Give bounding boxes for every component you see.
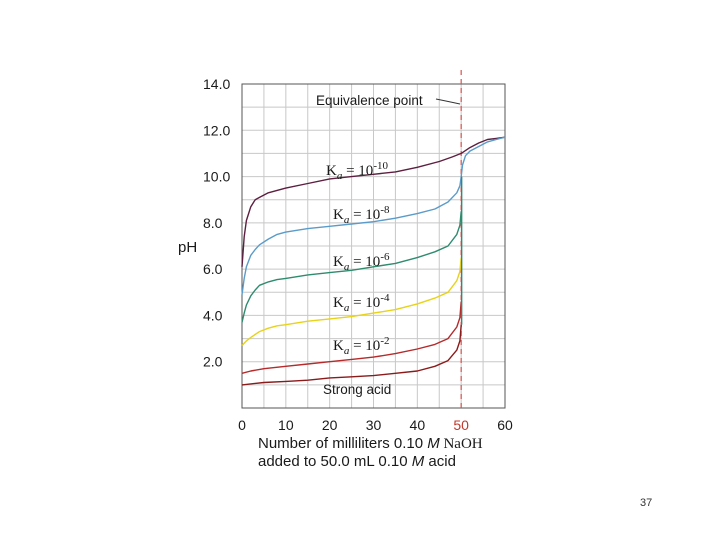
x-axis-label-line2: added to 50.0 mL 0.10 M acid bbox=[258, 453, 456, 470]
series-line-ka-10-8 bbox=[241, 136, 506, 295]
y-tick-label: 4.0 bbox=[203, 307, 223, 323]
x-axis-label-line1: Number of milliliters 0.10 M NaOH bbox=[258, 435, 483, 452]
series-line-ka-10-4 bbox=[241, 257, 462, 346]
series-lines bbox=[241, 136, 506, 386]
y-tick-label: 14.0 bbox=[203, 76, 230, 92]
y-tick-labels: 2.0 4.0 6.0 8.0 10.0 12.0 14.0 bbox=[203, 76, 230, 370]
page-number: 37 bbox=[640, 497, 653, 509]
grid bbox=[241, 83, 506, 409]
y-tick-label: 8.0 bbox=[203, 215, 223, 231]
series-line-ka-10-10 bbox=[241, 136, 506, 267]
x-tick-labels: 0 10 20 30 40 50 60 bbox=[238, 417, 513, 433]
x-tick-label-equivalence: 50 bbox=[453, 417, 469, 433]
y-tick-label: 2.0 bbox=[203, 354, 223, 370]
series-line-strong-acid bbox=[241, 324, 462, 386]
label-ka-1e-6: Ka = 10-6 bbox=[333, 251, 390, 273]
x-tick-label: 60 bbox=[497, 417, 513, 433]
series-line-ka-10-2 bbox=[241, 301, 462, 374]
x-tick-label: 20 bbox=[322, 417, 338, 433]
y-axis-label: pH bbox=[178, 239, 197, 256]
plot-frame bbox=[241, 83, 506, 409]
series-line-ka-10-6 bbox=[241, 211, 462, 323]
label-strong-acid: Strong acid bbox=[323, 382, 391, 397]
y-tick-label: 12.0 bbox=[203, 122, 230, 138]
x-tick-label: 30 bbox=[366, 417, 382, 433]
label-ka-1e-8: Ka = 10-8 bbox=[333, 204, 390, 226]
y-tick-label: 6.0 bbox=[203, 261, 223, 277]
x-tick-label: 0 bbox=[238, 417, 246, 433]
x-tick-label: 10 bbox=[278, 417, 294, 433]
label-ka-1e-2: Ka = 10-2 bbox=[333, 335, 389, 357]
equivalence-pointer bbox=[435, 98, 461, 105]
label-ka-1e-4: Ka = 10-4 bbox=[333, 292, 390, 314]
equivalence-point-label: Equivalence point bbox=[316, 93, 423, 108]
y-tick-label: 10.0 bbox=[203, 169, 230, 185]
label-ka-1e-10: Ka = 10-10 bbox=[326, 160, 388, 182]
x-tick-label: 40 bbox=[410, 417, 426, 433]
